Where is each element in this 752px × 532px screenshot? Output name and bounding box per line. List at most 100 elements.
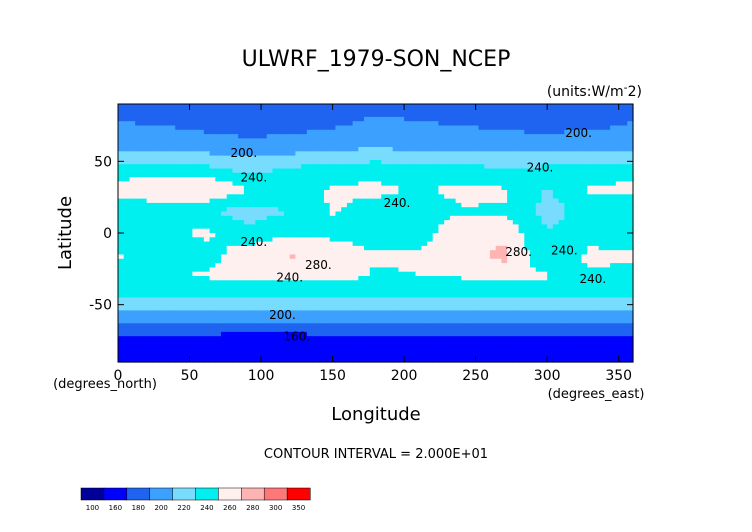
field-cell: [472, 168, 480, 174]
field-cell: [449, 276, 457, 281]
field-cell: [427, 233, 434, 238]
field-cell: [507, 228, 514, 234]
field-cell: [547, 301, 554, 307]
field-cell: [547, 168, 554, 174]
field-cell: [118, 129, 125, 135]
field-cell: [243, 280, 251, 286]
field-cell: [129, 233, 136, 238]
field-cell: [283, 164, 291, 170]
field-cell: [386, 190, 394, 195]
field-cell: [358, 112, 365, 118]
field-cell: [375, 327, 382, 333]
field-cell: [232, 284, 239, 290]
field-cell: [615, 284, 623, 290]
field-cell: [158, 306, 165, 311]
field-cell: [535, 245, 543, 251]
field-cell: [272, 220, 279, 225]
field-cell: [169, 301, 176, 307]
field-cell: [484, 276, 491, 281]
field-cell: [375, 228, 382, 234]
field-cell: [495, 211, 502, 217]
field-cell: [409, 336, 417, 342]
field-cell: [301, 288, 308, 294]
field-cell: [249, 159, 256, 165]
field-cell: [123, 276, 131, 281]
field-cell: [575, 280, 583, 286]
field-cell: [221, 207, 228, 213]
field-cell: [415, 164, 422, 170]
field-cell: [335, 293, 342, 299]
field-cell: [455, 198, 462, 204]
field-cell: [564, 327, 571, 333]
field-cell: [364, 288, 371, 294]
field-cell: [461, 112, 468, 118]
field-cell: [295, 112, 302, 118]
field-cell: [158, 177, 165, 182]
field-cell: [301, 310, 308, 316]
field-cell: [203, 306, 211, 311]
field-cell: [146, 159, 153, 165]
field-cell: [455, 327, 462, 333]
field-cell: [221, 340, 228, 346]
field-cell: [461, 306, 468, 311]
field-cell: [472, 245, 480, 251]
field-cell: [467, 172, 474, 178]
field-cell: [129, 134, 136, 139]
field-cell: [444, 129, 451, 135]
field-cell: [472, 228, 480, 234]
field-cell: [455, 159, 462, 165]
field-cell: [392, 164, 399, 170]
field-cell: [140, 314, 148, 320]
field-cell: [467, 237, 474, 243]
field-cell: [129, 271, 136, 277]
field-cell: [587, 323, 594, 329]
field-cell: [163, 198, 171, 204]
field-cell: [518, 288, 525, 294]
field-cell: [472, 224, 480, 230]
field-cell: [283, 151, 291, 157]
field-cell: [530, 284, 537, 290]
field-cell: [318, 202, 325, 208]
field-cell: [564, 220, 571, 225]
field-cell: [598, 104, 605, 109]
field-cell: [266, 138, 274, 144]
field-cell: [341, 138, 348, 144]
field-cell: [489, 267, 497, 273]
field-cell: [266, 340, 274, 346]
field-cell: [238, 271, 245, 277]
field-cell: [306, 267, 314, 273]
field-cell: [215, 202, 222, 208]
field-cell: [226, 284, 234, 290]
field-cell: [266, 164, 274, 170]
field-cell: [163, 190, 171, 195]
field-cell: [221, 228, 228, 234]
field-cell: [455, 151, 462, 157]
field-cell: [226, 147, 234, 152]
field-cell: [255, 215, 262, 221]
field-cell: [135, 220, 142, 225]
field-cell: [352, 198, 359, 204]
field-cell: [192, 233, 199, 238]
field-cell: [203, 185, 211, 191]
field-cell: [318, 331, 325, 337]
field-cell: [346, 276, 354, 281]
field-cell: [249, 142, 256, 148]
field-cell: [455, 224, 462, 230]
field-cell: [226, 336, 234, 342]
field-cell: [507, 121, 514, 127]
field-cell: [118, 125, 125, 131]
field-cell: [621, 276, 628, 281]
field-cell: [198, 319, 205, 324]
field-cell: [255, 327, 262, 333]
field-cell: [461, 254, 468, 260]
field-cell: [192, 116, 199, 122]
field-cell: [318, 263, 325, 268]
field-cell: [512, 147, 520, 152]
field-cell: [118, 233, 125, 238]
field-cell: [512, 129, 520, 135]
field-cell: [461, 267, 468, 273]
field-cell: [604, 323, 611, 329]
field-cell: [324, 104, 331, 109]
field-cell: [123, 202, 131, 208]
field-cell: [261, 121, 268, 127]
